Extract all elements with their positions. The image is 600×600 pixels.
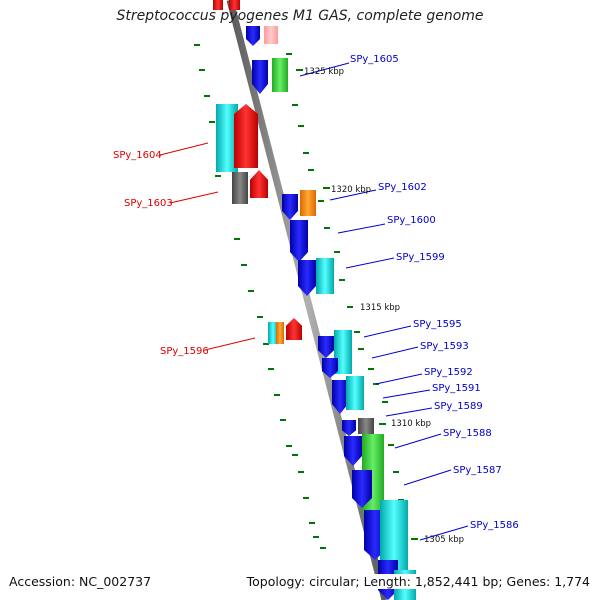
leader-line [345, 257, 395, 269]
gene-feature[interactable] [300, 190, 316, 216]
leader-line [159, 142, 209, 156]
gene-feature[interactable] [290, 220, 308, 262]
gene-label[interactable]: SPy_1595 [413, 319, 462, 330]
gene-feature[interactable] [250, 170, 268, 198]
kbp-labels: 1325 kbp 1320 kbp 1315 kbp 1310 kbp 1305… [296, 67, 464, 545]
gene-label[interactable]: SPy_1600 [387, 215, 436, 226]
gene-feature[interactable] [264, 26, 278, 44]
leader-line [403, 469, 452, 486]
leader-line [375, 373, 423, 385]
gene-feature[interactable] [216, 104, 238, 172]
gene-label[interactable]: SPy_1592 [424, 367, 473, 378]
gene-label[interactable]: SPy_1605 [350, 54, 399, 65]
kbp-label: 1325 kbp [304, 67, 344, 77]
gene-label[interactable]: SPy_1593 [420, 341, 469, 352]
gene-feature[interactable] [346, 376, 364, 410]
label-leader-lines [159, 62, 469, 541]
gene-feature[interactable] [286, 318, 302, 340]
gene-feature[interactable] [268, 322, 278, 344]
topology-summary: Topology: circular; Length: 1,852,441 bp… [246, 574, 590, 589]
gene-features [213, 0, 416, 600]
gene-label[interactable]: SPy_1591 [432, 383, 481, 394]
leader-line [169, 191, 219, 204]
gene-feature[interactable] [282, 194, 298, 220]
kbp-label: 1310 kbp [391, 419, 431, 429]
gene-feature[interactable] [342, 420, 356, 436]
gene-feature[interactable] [232, 172, 248, 204]
gene-feature[interactable] [276, 322, 284, 344]
leader-line [363, 325, 412, 338]
leader-line [204, 337, 256, 351]
gene-feature[interactable] [246, 26, 260, 46]
gene-feature[interactable] [318, 336, 334, 358]
leader-line [299, 62, 350, 77]
leader-line [329, 189, 377, 201]
kbp-label: 1320 kbp [331, 185, 371, 195]
gene-feature[interactable] [272, 58, 288, 92]
kbp-label: 1315 kbp [360, 303, 400, 313]
gene-feature[interactable] [252, 60, 268, 94]
gene-feature[interactable] [344, 436, 362, 466]
gene-label[interactable]: SPy_1589 [434, 401, 483, 412]
leader-line [394, 433, 442, 449]
leader-line [385, 407, 433, 417]
gene-feature[interactable] [298, 260, 316, 296]
gene-feature[interactable] [234, 104, 258, 168]
gene-feature[interactable] [332, 380, 348, 414]
gene-label[interactable]: SPy_1588 [443, 428, 492, 439]
gene-label[interactable]: SPy_1587 [453, 465, 502, 476]
leader-line [382, 389, 431, 399]
map-title: Streptococcus pyogenes M1 GAS, complete … [116, 8, 484, 24]
gene-feature[interactable] [334, 330, 352, 374]
gene-feature[interactable] [358, 418, 374, 434]
gene-label[interactable]: SPy_1604 [113, 150, 162, 161]
accession-text: Accession: NC_002737 [9, 574, 152, 589]
gene-label[interactable]: SPy_1599 [396, 252, 445, 263]
genome-backbone [226, 0, 389, 600]
gene-label[interactable]: SPy_1596 [160, 346, 209, 357]
leader-line [337, 223, 386, 234]
gene-labels: SPy_1605 SPy_1604 SPy_1603 SPy_1602 SPy_… [113, 54, 519, 531]
gene-label[interactable]: SPy_1586 [470, 520, 519, 531]
gene-feature[interactable] [229, 0, 240, 10]
gene-label[interactable]: SPy_1603 [124, 198, 173, 209]
leader-line [419, 525, 469, 541]
gene-feature[interactable] [352, 470, 372, 508]
gene-feature[interactable] [316, 258, 334, 294]
gene-label[interactable]: SPy_1602 [378, 182, 427, 193]
kbp-label: 1305 kbp [424, 535, 464, 545]
gene-feature[interactable] [322, 358, 338, 378]
leader-line [371, 346, 419, 359]
gene-feature[interactable] [213, 0, 223, 10]
